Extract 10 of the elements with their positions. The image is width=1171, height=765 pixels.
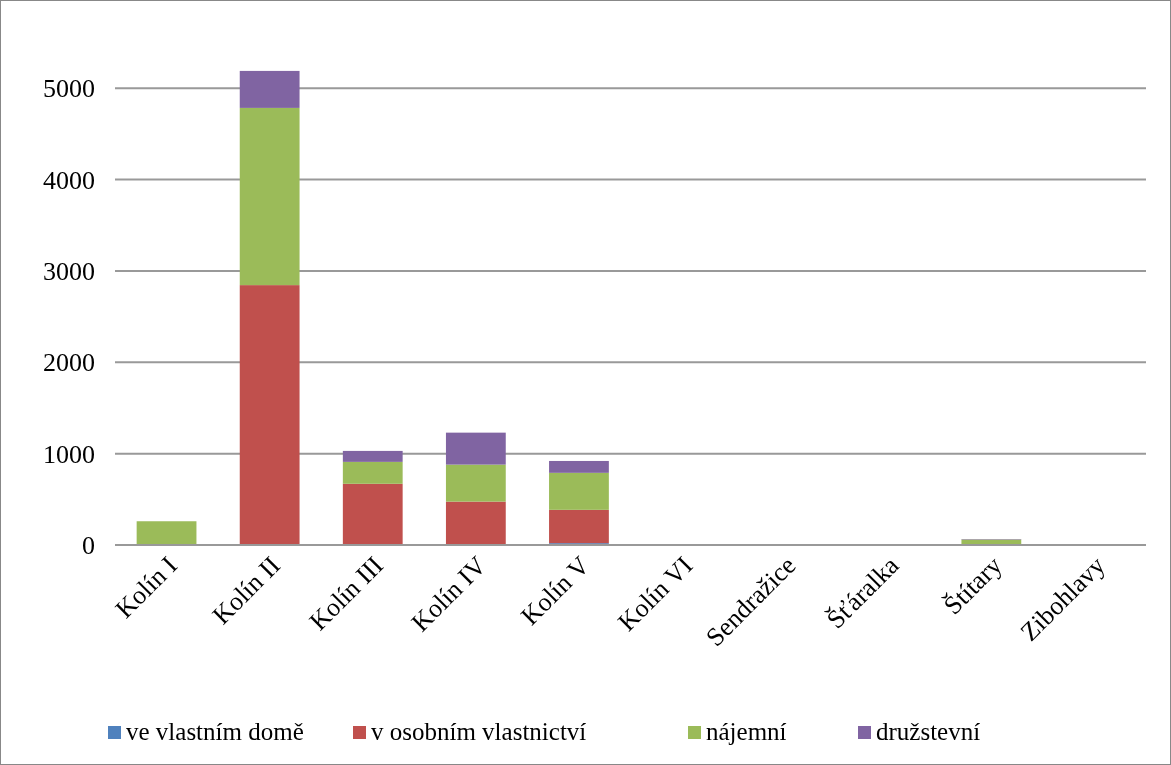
y-tick-label: 3000 — [43, 257, 95, 287]
y-tick-label: 0 — [82, 531, 95, 561]
y-tick-label: 2000 — [43, 348, 95, 378]
y-tick-label: 4000 — [43, 165, 95, 195]
y-tick-label: 1000 — [43, 439, 95, 469]
y-tick-label: 5000 — [43, 74, 95, 104]
legend-label: v osobním vlastnictví — [371, 718, 587, 745]
legend-label: nájemní — [706, 718, 787, 745]
legend-label: ve vlastním domě — [126, 718, 304, 745]
legend-label: družstevní — [876, 718, 981, 745]
